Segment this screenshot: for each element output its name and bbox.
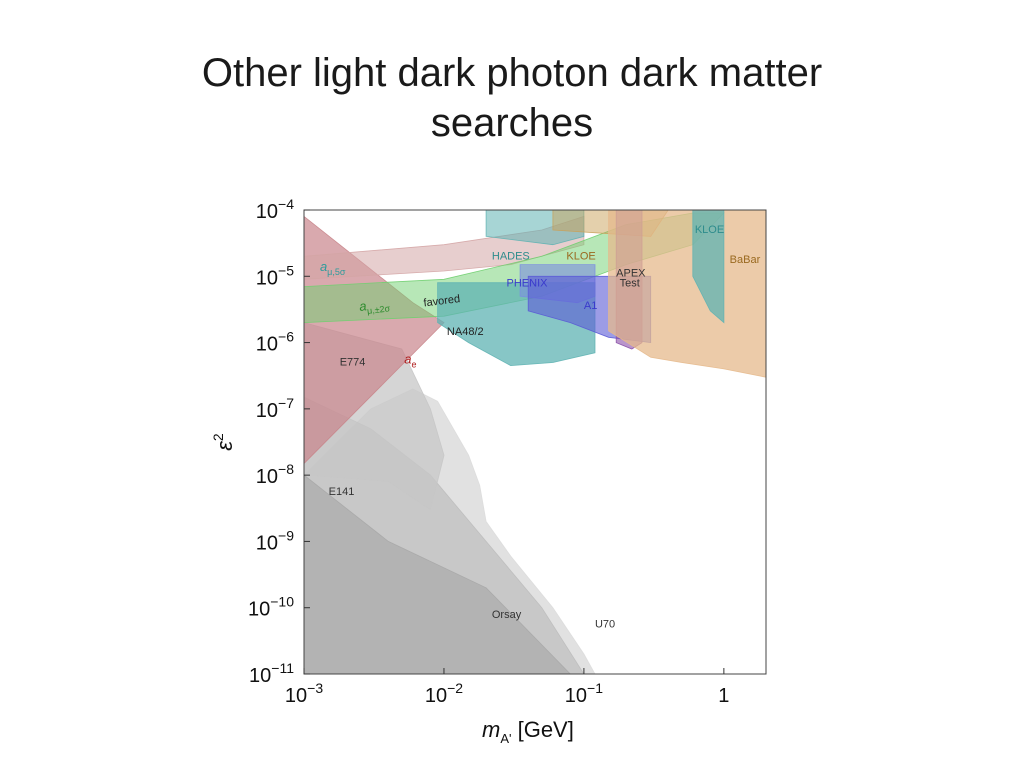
region-label-a-e: ae	[404, 352, 416, 370]
region-label-kloe: KLOE	[566, 250, 595, 262]
y-tick-label: 10−6	[256, 329, 294, 356]
slide-title-line-2: searches	[430, 101, 594, 145]
y-tick-label: 10−11	[249, 660, 294, 687]
x-axis-label-unit: [GeV]	[511, 717, 573, 742]
region-label-na48-2: NA48/2	[447, 326, 484, 338]
x-tick-label: 10−3	[285, 680, 323, 707]
region-label-e774: E774	[340, 357, 366, 369]
region-label-orsay: Orsay	[492, 609, 522, 621]
slide-title-line-1: Other light dark photon dark matter	[201, 51, 823, 95]
region-label-favored: favored	[423, 293, 461, 309]
region-label-babar: BaBar	[730, 254, 761, 266]
region-label-e141: E141	[329, 486, 355, 498]
x-axis-label-main: m	[482, 717, 500, 742]
x-tick-label: 10−1	[565, 680, 603, 707]
x-tick-label: 1	[718, 685, 729, 707]
region-label-kloe: KLOE	[695, 224, 724, 236]
y-axis-label-main: ε	[212, 441, 237, 451]
y-tick-label: 10−5	[256, 262, 294, 289]
y-axis-label: ε2	[210, 433, 237, 451]
region-label-a1: A1	[584, 300, 597, 312]
exclusion-regions	[304, 210, 766, 674]
y-tick-label: 10−10	[248, 594, 294, 621]
region-label-phenix: PHENIX	[507, 278, 549, 290]
y-tick-label: 10−8	[256, 461, 294, 488]
region-label-test: Test	[620, 278, 640, 290]
x-axis-label-sub: A'	[500, 731, 511, 746]
x-axis-label: mA' [GeV]	[482, 717, 574, 746]
region-label-a-5: aμ,5σ	[320, 259, 346, 277]
region-label-u70: U70	[595, 619, 615, 631]
y-tick-label: 10−9	[256, 527, 294, 554]
region-label-hades: HADES	[492, 250, 530, 262]
axis-ticks: 10−3 10−2 10−1 110−410−510−610−710−810−910−…	[248, 196, 729, 707]
slide-title: Other light dark photon dark matter sear…	[112, 48, 912, 148]
region-label-apex: APEX	[616, 267, 646, 279]
y-axis-label-sup: 2	[210, 433, 226, 441]
region-e141	[304, 474, 571, 674]
y-tick-label: 10−7	[256, 395, 294, 422]
region-babar	[608, 210, 766, 378]
y-tick-label: 10−4	[256, 196, 294, 223]
plot-frame	[303, 209, 767, 675]
x-tick-label: 10−2	[425, 680, 463, 707]
region-label-a-2: aμ,±2σ	[358, 295, 391, 317]
region-kloe-teal	[692, 210, 725, 324]
